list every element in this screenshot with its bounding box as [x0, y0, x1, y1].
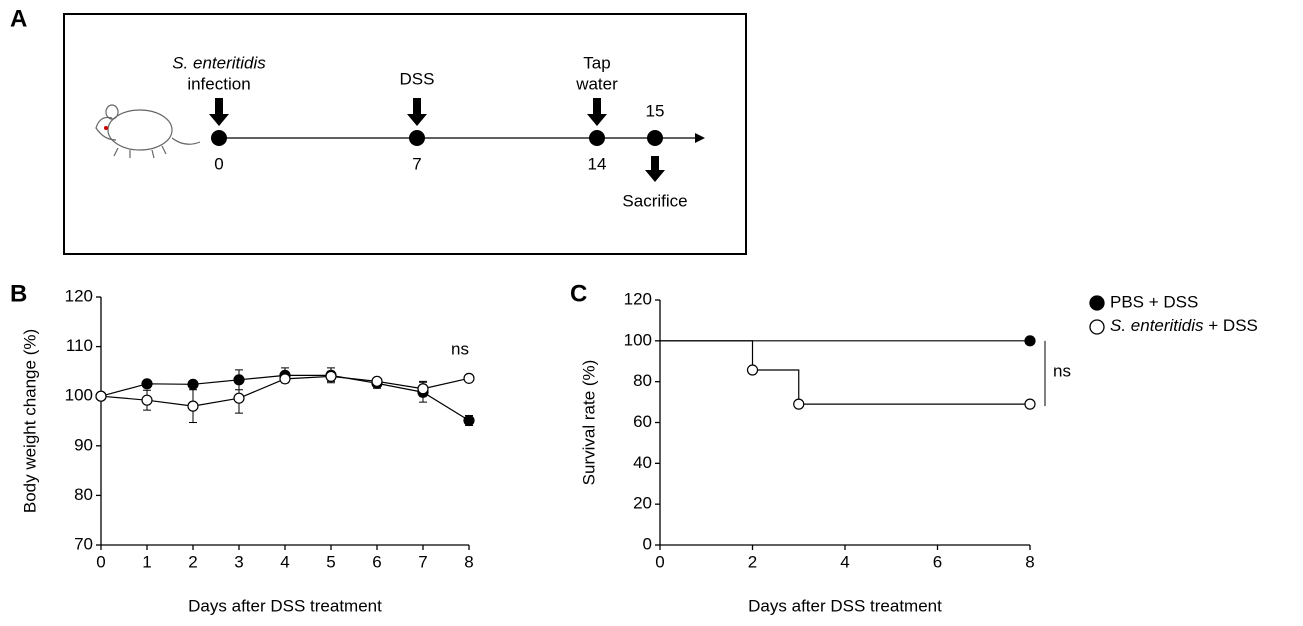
event-label: S. enteritidis [172, 53, 266, 72]
timeline-panel: S. enteritidis infection DSS Tap water S… [63, 13, 747, 255]
y-tick-label: 20 [633, 494, 652, 513]
panel-label: B [10, 280, 27, 307]
x-tick-label: 6 [372, 552, 381, 571]
x-axis-title: Days after DSS treatment [748, 596, 942, 615]
event-label: Tap [583, 53, 610, 72]
data-point [1024, 335, 1036, 347]
x-tick-label: 1 [142, 552, 151, 571]
legend-marker [1089, 295, 1105, 311]
data-point [141, 378, 153, 390]
data-point [1024, 398, 1036, 410]
mouse-icon [95, 104, 201, 159]
legend-label: PBS + DSS [1110, 292, 1198, 311]
x-axis-title: Days after DSS treatment [188, 596, 382, 615]
x-tick-label: 2 [748, 552, 757, 571]
y-tick-label: 100 [65, 386, 93, 405]
x-tick-label: 7 [418, 552, 427, 571]
legend-label: S. enteritidis + DSS [1110, 316, 1258, 335]
data-point [417, 383, 429, 395]
y-tick-label: 120 [624, 289, 652, 308]
data-point [746, 364, 759, 376]
annotation: ns [451, 339, 469, 358]
x-tick-label: 8 [1025, 552, 1034, 571]
timeline-arrowhead [695, 133, 705, 143]
x-tick-label: 0 [96, 552, 105, 571]
event-label: Sacrifice [622, 191, 687, 210]
event-day: 14 [588, 154, 607, 173]
x-tick-label: 6 [933, 552, 942, 571]
legend-marker [1089, 319, 1105, 335]
y-tick-label: 80 [74, 485, 93, 504]
y-tick-label: 120 [65, 286, 93, 305]
data-point [233, 392, 245, 404]
data-point [463, 414, 475, 427]
event-day: 15 [646, 101, 665, 120]
series-line [660, 340, 1030, 405]
data-point [793, 398, 805, 410]
mouse-eye [104, 126, 108, 130]
event-label: infection [187, 74, 250, 93]
panel-label: C [570, 280, 587, 307]
data-point [371, 375, 383, 387]
x-tick-label: 0 [655, 552, 664, 571]
event-label: DSS [400, 69, 435, 88]
x-tick-label: 8 [464, 552, 473, 571]
data-point [141, 394, 153, 406]
data-point [325, 370, 337, 382]
x-tick-label: 2 [188, 552, 197, 571]
y-tick-label: 110 [66, 336, 93, 355]
y-tick-label: 0 [643, 534, 652, 553]
panel-label: A [10, 5, 27, 32]
x-tick-label: 4 [840, 552, 849, 571]
x-tick-label: 4 [280, 552, 289, 571]
event-arrows [209, 98, 665, 182]
x-tick-label: 5 [326, 552, 335, 571]
annotation: ns [1053, 361, 1071, 380]
y-tick-label: 80 [633, 371, 652, 390]
event-day: 7 [412, 154, 421, 173]
y-axis-title: Body weight change (%) [20, 329, 39, 513]
data-point [279, 373, 291, 385]
data-point [187, 400, 199, 412]
y-tick-label: 100 [624, 330, 652, 349]
event-day: 0 [214, 154, 223, 173]
y-tick-label: 40 [633, 453, 652, 472]
panel-frame [63, 13, 747, 255]
data-point [463, 372, 475, 384]
x-tick-label: 3 [234, 552, 243, 571]
data-point [95, 390, 107, 402]
data-point [187, 378, 199, 390]
y-tick-label: 70 [74, 534, 93, 553]
event-label: water [575, 74, 618, 93]
y-tick-label: 60 [633, 412, 652, 431]
y-axis-title: Survival rate (%) [579, 360, 598, 486]
y-tick-label: 90 [74, 435, 93, 454]
